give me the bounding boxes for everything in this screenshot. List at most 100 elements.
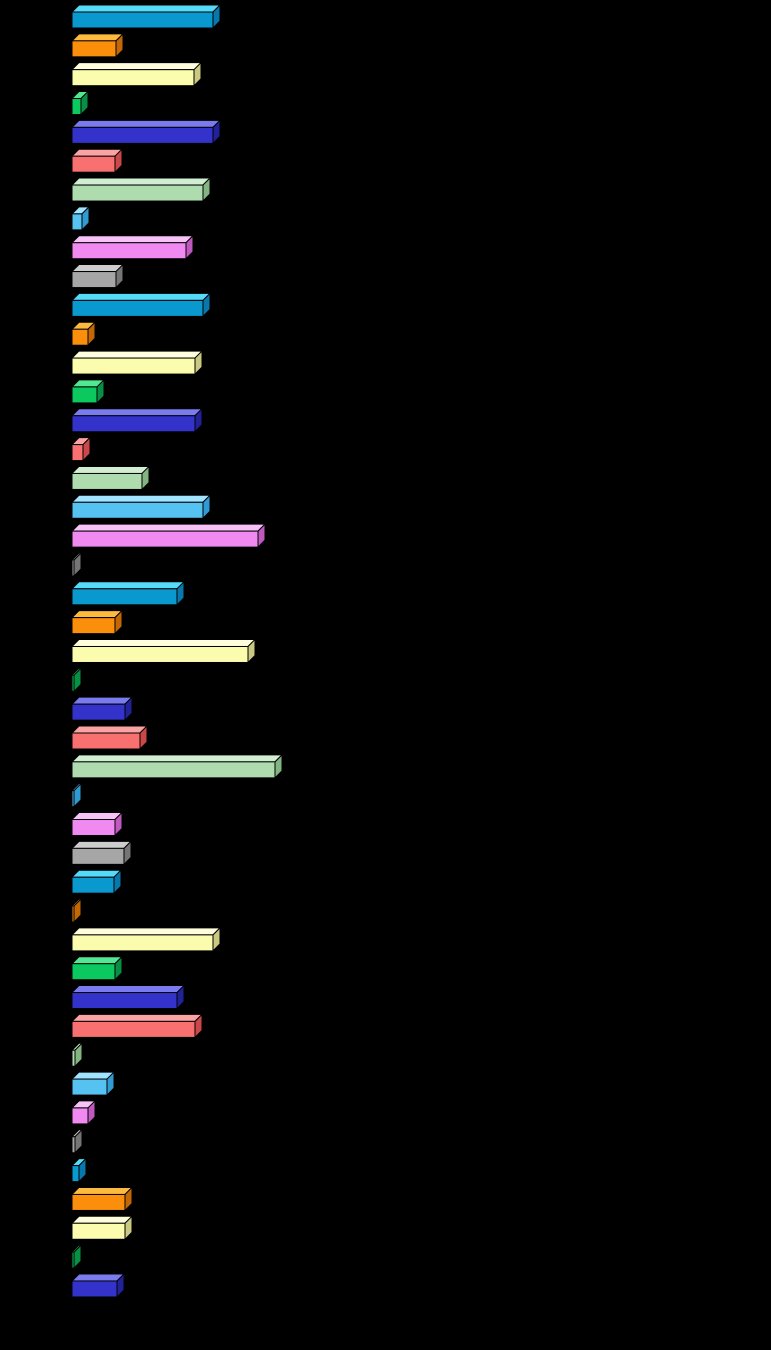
- bar-front-face: [71, 559, 75, 577]
- bar-top-face: [70, 927, 222, 936]
- bar-front-face: [71, 1193, 126, 1211]
- bar-front-face: [71, 444, 84, 462]
- bar-front-face: [71, 98, 82, 116]
- bar-top-face: [70, 33, 125, 42]
- bar-top-face: [70, 523, 267, 532]
- bar-front-face: [71, 328, 89, 346]
- bar-row-16: [70, 436, 92, 462]
- bar-row-1: [70, 3, 222, 30]
- bar-row-23: [70, 638, 257, 664]
- bar-row-15: [70, 407, 204, 433]
- bar-top-face: [70, 408, 204, 417]
- bar-top-face: [70, 754, 284, 763]
- bar-front-face: [71, 155, 116, 173]
- bar-top-face: [70, 235, 195, 244]
- bar-front-face: [71, 1251, 75, 1269]
- bar-row-41: [70, 1157, 88, 1183]
- bar-row-12: [70, 321, 97, 347]
- bar-top-face: [70, 264, 125, 273]
- bar-row-2: [70, 32, 125, 59]
- bar-row-20: [70, 551, 83, 578]
- bar-front-face: [71, 819, 116, 837]
- bar-front-face: [71, 732, 141, 750]
- bar-row-28: [70, 782, 83, 808]
- bar-row-39: [70, 1099, 97, 1126]
- bar-top-face: [70, 985, 186, 994]
- bar-front-face: [71, 1107, 89, 1125]
- bar-front-face: [71, 415, 196, 433]
- bar-top-face: [70, 4, 222, 13]
- bar-row-14: [70, 378, 106, 405]
- bar-front-face: [71, 876, 115, 894]
- bar-front-face: [71, 934, 214, 952]
- bar-front-face: [71, 126, 214, 144]
- bar-row-8: [70, 205, 91, 232]
- bar-row-30: [70, 840, 133, 866]
- bar-row-44: [70, 1243, 83, 1270]
- bar-top-face: [70, 610, 124, 619]
- bar-front-face: [71, 242, 187, 260]
- bar-front-face: [71, 357, 196, 375]
- bar-top-face: [70, 148, 124, 157]
- bar-front-face: [71, 11, 214, 29]
- bar-row-37: [70, 1042, 84, 1068]
- bar-top-face: [70, 812, 124, 821]
- bar-front-face: [71, 790, 75, 808]
- bar-front-face: [71, 1165, 80, 1183]
- bar-row-19: [70, 522, 267, 549]
- bar-front-face: [71, 1136, 76, 1154]
- bar-row-36: [70, 1013, 204, 1039]
- bar-row-5: [70, 119, 222, 145]
- bar-row-13: [70, 349, 204, 376]
- bar-top-face: [70, 956, 124, 965]
- bar-row-22: [70, 609, 124, 635]
- bar-row-4: [70, 90, 90, 116]
- bar-front-face: [71, 501, 204, 519]
- bar-top-face: [70, 465, 151, 474]
- bar-row-42: [70, 1186, 134, 1212]
- bar-top-face: [70, 581, 186, 590]
- bar-front-face: [71, 703, 126, 721]
- bar-top-face: [70, 177, 212, 186]
- bar-top-face: [70, 696, 134, 705]
- bar-front-face: [71, 184, 204, 202]
- bar-row-10: [70, 263, 125, 289]
- bar-row-45: [70, 1272, 126, 1299]
- bar-front-face: [71, 588, 178, 606]
- bar-front-face: [71, 40, 117, 58]
- bar-front-face: [71, 69, 195, 87]
- bar-front-face: [71, 1020, 196, 1038]
- bar-top-face: [70, 1013, 204, 1022]
- bar-row-18: [70, 494, 212, 520]
- bar-front-face: [71, 992, 178, 1010]
- bar-top-face: [70, 292, 212, 301]
- bar-top-face: [70, 119, 222, 128]
- bar-front-face: [71, 847, 125, 865]
- bar-row-3: [70, 61, 203, 87]
- bar-row-40: [70, 1128, 84, 1154]
- bar-row-7: [70, 176, 212, 203]
- bar-front-face: [71, 963, 116, 981]
- bar-front-face: [71, 472, 143, 490]
- bar-top-face: [70, 869, 123, 878]
- bar-row-9: [70, 234, 195, 260]
- bar-front-face: [71, 299, 204, 317]
- bar-top-face: [70, 62, 203, 71]
- bar-front-face: [71, 617, 116, 635]
- bar-top-face: [70, 725, 149, 734]
- bar-row-27: [70, 753, 284, 780]
- bar-row-24: [70, 667, 83, 693]
- bar-front-face: [71, 674, 75, 692]
- bar-row-34: [70, 955, 124, 981]
- bar-row-6: [70, 147, 124, 174]
- bar-front-face: [71, 1222, 126, 1240]
- bar-front-face: [71, 386, 98, 404]
- bar-row-17: [70, 465, 151, 491]
- bar-top-face: [70, 1215, 134, 1224]
- bar-front-face: [71, 271, 117, 289]
- bar-top-face: [70, 840, 133, 849]
- bar-row-33: [70, 926, 222, 953]
